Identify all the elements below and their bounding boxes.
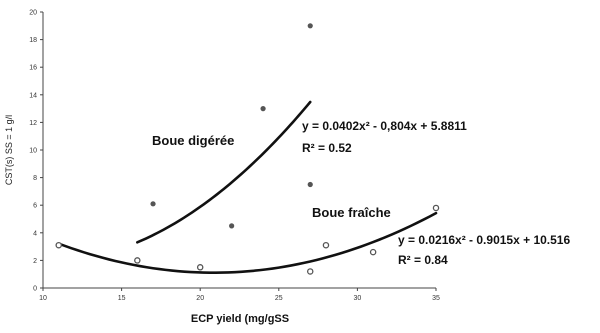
x-tick-label: 10 <box>39 295 47 302</box>
data-point-series-1 <box>432 204 440 212</box>
data-point-series-0 <box>307 23 313 29</box>
data-point-series-0 <box>307 181 313 188</box>
y-axis-title: CST(s) SS = 1 g/l <box>4 115 14 185</box>
x-tick-label: 35 <box>432 295 440 302</box>
data-point-series-0 <box>150 201 156 207</box>
y-tick-label: 2 <box>33 258 37 265</box>
equation-boue-digeree: y = 0.0402x² - 0,804x + 5.8811 <box>302 119 467 133</box>
y-tick-label: 6 <box>33 203 37 210</box>
y-tick-label: 14 <box>29 92 37 99</box>
data-point-series-1 <box>134 257 141 264</box>
trend-lines <box>57 100 438 274</box>
axes: 10 15 20 25 30 35 0 2 4 6 8 10 12 14 16 18 20 <box>29 10 440 303</box>
y-tick-label: 16 <box>29 65 37 72</box>
x-tick-label: 20 <box>196 295 204 302</box>
r2-boue-fraiche: R² = 0.84 <box>398 253 448 267</box>
data-point-series-1 <box>196 264 204 271</box>
y-tick-label: 4 <box>33 230 37 237</box>
series-label-boue-digeree: Boue digérée <box>152 133 234 148</box>
y-tick-label: 0 <box>33 286 37 293</box>
y-tick-label: 12 <box>29 120 37 127</box>
x-axis-title: ECP yield (mg/gSS <box>191 313 289 325</box>
data-point-series-1 <box>369 248 377 256</box>
series-label-boue-fraiche: Boue fraîche <box>312 205 391 220</box>
y-tick-label: 20 <box>29 10 37 17</box>
equation-boue-fraiche: y = 0.0216x² - 0.9015x + 10.516 <box>398 233 570 247</box>
y-tick-label: 10 <box>29 148 37 155</box>
r2-boue-digeree: R² = 0.52 <box>302 141 352 155</box>
data-point-series-1 <box>306 268 314 275</box>
data-point-series-1 <box>322 241 330 249</box>
data-point-series-0 <box>229 223 235 229</box>
data-point-series-0 <box>260 106 266 112</box>
x-tick-label: 30 <box>354 295 362 302</box>
y-tick-label: 8 <box>33 175 37 182</box>
data-point-series-1 <box>55 241 62 249</box>
trend-line-series-0 <box>136 100 312 244</box>
data-points <box>55 23 440 275</box>
x-tick-label: 25 <box>275 295 283 302</box>
x-tick-label: 15 <box>118 295 126 302</box>
y-tick-label: 18 <box>29 37 37 44</box>
trend-line-series-1 <box>57 211 438 274</box>
